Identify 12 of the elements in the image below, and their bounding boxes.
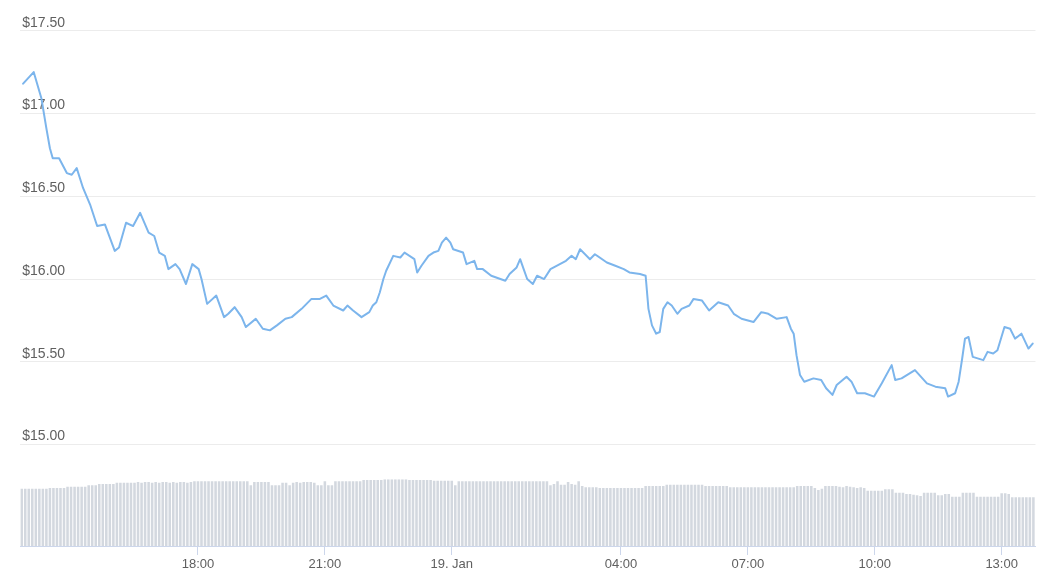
y-tick-label: $15.50: [22, 344, 66, 361]
y-tick-label: $15.00: [22, 427, 66, 444]
y-tick-label: $16.50: [22, 179, 66, 196]
x-tick-label: 18:00: [181, 556, 215, 572]
x-tick-label: 13:00: [985, 556, 1018, 572]
x-tick-label: 07:00: [731, 556, 765, 572]
y-tick-label: $17.50: [22, 13, 66, 30]
y-tick-label: $16.00: [22, 261, 66, 278]
x-tick-label: 21:00: [308, 556, 342, 572]
x-tick-label: 04:00: [604, 556, 638, 572]
x-tick-label: 10:00: [858, 556, 892, 572]
x-tick-label: 19. Jan: [430, 556, 474, 572]
